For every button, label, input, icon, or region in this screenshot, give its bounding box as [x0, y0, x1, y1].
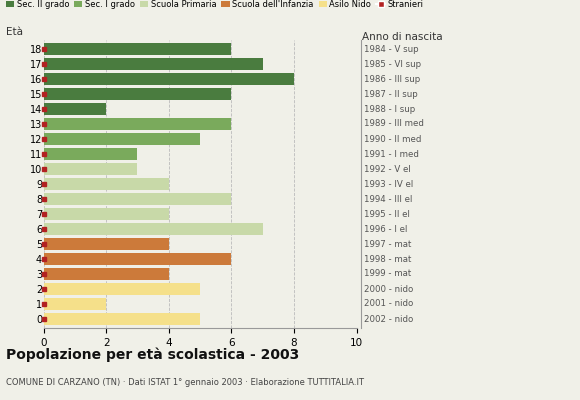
Text: 1998 - mat: 1998 - mat	[364, 254, 412, 264]
Bar	[44, 268, 169, 280]
Text: 2001 - nido: 2001 - nido	[364, 300, 414, 308]
Bar	[44, 193, 231, 205]
Text: 2002 - nido: 2002 - nido	[364, 314, 414, 324]
Text: 1985 - VI sup: 1985 - VI sup	[364, 60, 421, 68]
Bar	[44, 73, 294, 85]
Bar	[44, 103, 106, 115]
Text: Età: Età	[6, 27, 23, 37]
Text: 1993 - IV el: 1993 - IV el	[364, 180, 414, 188]
Text: 1992 - V el: 1992 - V el	[364, 164, 411, 174]
Text: 2000 - nido: 2000 - nido	[364, 284, 414, 294]
Text: 1994 - III el: 1994 - III el	[364, 194, 412, 204]
Bar	[44, 88, 231, 100]
Text: 1999 - mat: 1999 - mat	[364, 270, 411, 278]
Text: COMUNE DI CARZANO (TN) · Dati ISTAT 1° gennaio 2003 · Elaborazione TUTTITALIA.IT: COMUNE DI CARZANO (TN) · Dati ISTAT 1° g…	[6, 378, 364, 387]
Bar	[44, 148, 137, 160]
Text: 1991 - I med: 1991 - I med	[364, 150, 419, 158]
Text: 1990 - II med: 1990 - II med	[364, 134, 422, 144]
Bar	[44, 163, 137, 175]
Text: 1987 - II sup: 1987 - II sup	[364, 90, 418, 98]
Bar	[44, 223, 263, 235]
Bar	[44, 43, 231, 55]
Bar	[44, 118, 231, 130]
Text: 1986 - III sup: 1986 - III sup	[364, 74, 420, 84]
Text: 1995 - II el: 1995 - II el	[364, 210, 410, 218]
Bar	[44, 298, 106, 310]
Bar	[44, 133, 200, 145]
Text: Popolazione per età scolastica - 2003: Popolazione per età scolastica - 2003	[6, 348, 299, 362]
Bar	[44, 283, 200, 295]
Bar	[44, 253, 231, 265]
Legend: Sec. II grado, Sec. I grado, Scuola Primaria, Scuola dell'Infanzia, Asilo Nido, : Sec. II grado, Sec. I grado, Scuola Prim…	[6, 0, 423, 9]
Bar	[44, 208, 169, 220]
Bar	[44, 178, 169, 190]
Bar	[44, 238, 169, 250]
Text: 1984 - V sup: 1984 - V sup	[364, 44, 419, 54]
Text: Anno di nascita: Anno di nascita	[362, 32, 443, 42]
Text: 1997 - mat: 1997 - mat	[364, 240, 412, 248]
Text: 1988 - I sup: 1988 - I sup	[364, 104, 415, 114]
Bar	[44, 58, 263, 70]
Text: 1996 - I el: 1996 - I el	[364, 224, 408, 234]
Text: 1989 - III med: 1989 - III med	[364, 120, 424, 128]
Bar	[44, 313, 200, 325]
